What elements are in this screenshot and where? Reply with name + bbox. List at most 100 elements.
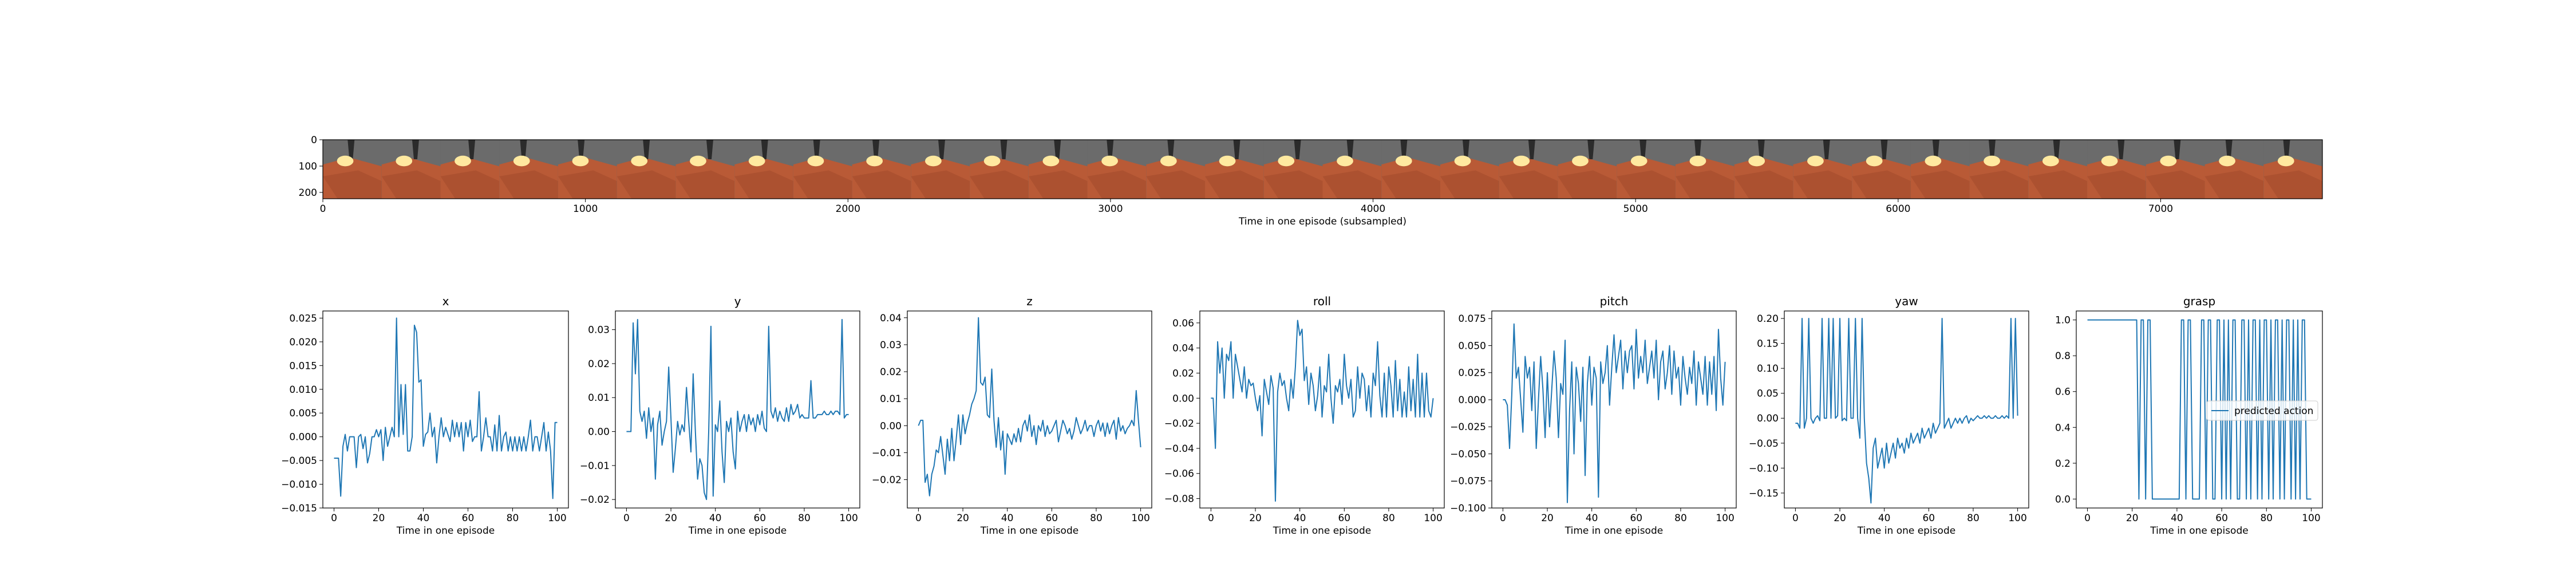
y-tick-label: 0.00 xyxy=(880,420,902,432)
frame-robot-arm xyxy=(1694,140,1701,159)
frame-robot-arm xyxy=(1107,140,1114,159)
x-tick-label: 0 xyxy=(2084,513,2091,524)
axes-frame xyxy=(2076,310,2323,509)
x-tick-label: 40 xyxy=(417,513,430,524)
episode-frame xyxy=(911,140,970,199)
filmstrip-panel: 0 1000 2000 3000 4000 5000 6000 7000 0 100 200 Time… xyxy=(299,135,2323,227)
y-tick-label: 0.000 xyxy=(1458,395,1486,406)
frame-light-spot xyxy=(1925,155,1942,167)
x-tick-label: 60 xyxy=(2215,513,2228,524)
episode-frame xyxy=(2204,140,2264,199)
frame-robot-arm xyxy=(872,140,880,159)
episode-frame xyxy=(558,140,618,199)
frame-floor-shadow xyxy=(734,170,793,199)
frame-light-spot xyxy=(983,155,1001,167)
x-tick-label: 60 xyxy=(1630,513,1642,524)
chart-roll: 0 20 40 60 80 100 −0.08 −0.06 −0.04 −0.02 0.00 0.02… xyxy=(1164,294,1445,537)
x-tick-label: 3000 xyxy=(1098,203,1123,215)
y-tick-label: 0.00 xyxy=(1172,393,1194,404)
y-tick-label: 0.15 xyxy=(1757,338,1779,350)
x-tick-label: 100 xyxy=(2302,513,2320,524)
axes-frame xyxy=(907,310,1152,509)
frame-floor-shadow xyxy=(1381,170,1440,199)
y-tick-label: 0.2 xyxy=(2055,458,2071,470)
frame-floor-shadow xyxy=(1263,170,1323,199)
episode-frame xyxy=(1440,140,1500,199)
frame-floor-shadow xyxy=(675,170,735,199)
y-tick-label: 0.0 xyxy=(2055,494,2071,505)
y-tick-label: −0.02 xyxy=(872,475,902,486)
x-tick-label: 80 xyxy=(1382,513,1395,524)
y-tick-label: 0.4 xyxy=(2055,422,2071,434)
frame-light-spot xyxy=(513,155,530,167)
chart-title: roll xyxy=(1313,294,1331,308)
frame-robot-arm xyxy=(2174,140,2181,159)
chart-xlabel: Time in one episode xyxy=(980,525,1078,537)
x-tick-label: 0 xyxy=(1792,513,1799,524)
frame-light-spot xyxy=(1984,155,2001,167)
x-tick-label: 7000 xyxy=(2148,203,2173,215)
episode-frame xyxy=(2028,140,2088,199)
x-tick-label: 0 xyxy=(331,513,337,524)
y-tick-label: 0.01 xyxy=(880,393,902,405)
x-tick-label: 0 xyxy=(1500,513,1506,524)
frame-light-spot xyxy=(1630,155,1647,167)
frame-robot-arm xyxy=(1000,140,1008,159)
legend: predicted action xyxy=(2206,400,2318,421)
frame-robot-arm xyxy=(706,140,713,159)
x-tick-label: 40 xyxy=(1586,513,1598,524)
axes-frame xyxy=(615,310,860,509)
y-tick-label: 0.00 xyxy=(1757,413,1779,424)
frame-light-spot xyxy=(866,155,883,167)
y-tick-label: 0.04 xyxy=(1172,343,1194,355)
frame-floor-shadow xyxy=(440,170,500,199)
frame-floor-shadow xyxy=(2087,170,2146,199)
chart-x: 0 20 40 60 80 100 −0.015 −0.010 −0.005 0.000 0.005… xyxy=(281,294,569,537)
axes-frame xyxy=(1491,310,1737,509)
frame-light-spot xyxy=(572,155,589,167)
x-tick-label: 20 xyxy=(373,513,385,524)
axes-frame xyxy=(1199,310,1445,509)
y-tick-label: 0.075 xyxy=(1458,313,1486,325)
x-tick-label: 80 xyxy=(507,513,519,524)
y-tick-label: 0.020 xyxy=(289,337,317,348)
x-tick-label: 20 xyxy=(1249,513,1262,524)
frame-robot-arm xyxy=(1233,140,1240,159)
x-tick-label: 20 xyxy=(1834,513,1846,524)
frame-robot-arm xyxy=(1587,140,1595,159)
y-tick-label: −0.04 xyxy=(1164,443,1194,455)
episode-frame xyxy=(793,140,853,199)
y-tick-label: −0.08 xyxy=(1164,494,1194,505)
x-tick-label: 0 xyxy=(915,513,922,524)
frame-floor-shadow xyxy=(1499,170,1558,199)
y-tick-label: −0.01 xyxy=(580,460,610,472)
x-tick-label: 20 xyxy=(665,513,677,524)
frame-light-spot xyxy=(455,155,471,167)
plot-area xyxy=(615,311,860,508)
frame-floor-shadow xyxy=(1617,170,1676,199)
y-tick-label: −0.015 xyxy=(281,503,317,514)
frame-light-spot xyxy=(2219,155,2235,167)
episode-frame xyxy=(381,140,441,199)
frame-light-spot xyxy=(337,155,354,167)
y-tick-label: 0.02 xyxy=(1172,368,1194,379)
series-line xyxy=(626,318,849,501)
x-tick-label: 40 xyxy=(1294,513,1306,524)
frame-floor-shadow xyxy=(499,170,558,199)
y-tick-label: 0.010 xyxy=(289,384,317,396)
series-line xyxy=(1503,323,1726,503)
chart-xlabel: Time in one episode xyxy=(396,525,495,537)
x-tick-label: 80 xyxy=(1674,513,1687,524)
frame-floor-shadow xyxy=(1675,170,1735,199)
y-tick-label: 0.015 xyxy=(289,360,317,372)
episode-frame xyxy=(2146,140,2206,199)
axes-frame xyxy=(1784,310,2029,509)
frame-light-spot xyxy=(2101,155,2118,167)
x-tick-label: 80 xyxy=(2260,513,2273,524)
y-tick-label: 0.000 xyxy=(289,432,317,443)
frame-floor-shadow xyxy=(793,170,852,199)
x-tick-label: 40 xyxy=(1878,513,1891,524)
series-line xyxy=(2087,319,2312,500)
frame-light-spot xyxy=(1337,155,1353,167)
episode-frame xyxy=(852,140,911,199)
